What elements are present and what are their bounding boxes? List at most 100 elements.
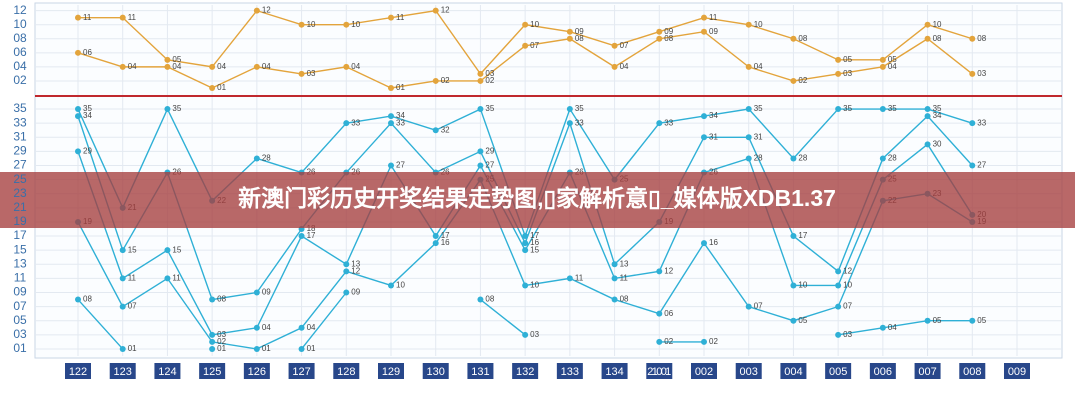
point-label: 08 [485,295,494,304]
point-label: 35 [172,104,181,113]
point [343,261,350,268]
point [969,120,976,127]
point [701,240,707,247]
point [298,345,305,352]
point-label: 03 [485,69,494,78]
point [522,331,529,338]
point-label: 09 [709,27,718,36]
point [656,28,663,35]
point-label: 10 [351,20,360,29]
point-label: 35 [485,104,494,113]
point [701,113,707,120]
point-label: 06 [83,48,92,57]
point-label: 12 [664,266,673,275]
point-label: 02 [485,76,494,85]
point [298,233,305,240]
x-label-box [914,363,941,379]
point-label: 12 [351,266,360,275]
x-label-box [467,363,494,379]
point [209,84,216,91]
y-tick-label: 33 [13,115,27,129]
point [75,106,81,113]
point-label: 08 [83,295,92,304]
y-tick-label: 25 [13,172,27,186]
y-tick-label: 06 [13,45,27,59]
point-label: 34 [83,111,92,120]
point [343,289,350,296]
point-label: 33 [664,118,673,127]
point-label: 07 [754,302,763,311]
point-label: 07 [620,41,629,50]
point [432,233,439,240]
point [343,268,350,275]
x-tick-label: 009 [1008,366,1026,378]
point [611,261,618,268]
point-label: 02 [709,337,718,346]
x-label-box [199,363,226,379]
x-label-box [422,363,449,379]
x-label-box [646,363,673,379]
point [164,247,171,254]
point [611,296,618,303]
point [253,155,260,162]
point [522,21,529,28]
point [745,134,752,141]
x-label-box [243,363,270,379]
point-label: 08 [933,34,942,43]
point-label: 13 [351,259,360,268]
x-tick-label: 006 [874,366,892,378]
x-tick-label: 21001 [647,366,671,378]
point-label: 33 [575,118,584,127]
point-label: 27 [977,161,986,170]
point-label: 31 [709,132,718,141]
point-label: 01 [307,344,316,353]
y-tick-label: 35 [13,101,27,115]
point [969,35,976,42]
point-label: 29 [83,146,92,155]
point [432,240,439,247]
x-label-box [601,363,628,379]
point-label: 10 [530,281,539,290]
x-tick-label: 122 [69,366,87,378]
point-label: 31 [754,132,763,141]
point-label: 08 [217,295,226,304]
point [164,106,171,113]
point [790,77,797,84]
point [343,63,350,70]
point [522,233,529,240]
point-label: 04 [888,62,897,71]
point [879,106,886,113]
point-label: 35 [575,104,584,113]
point-label: 10 [754,20,763,29]
x-tick-label: 130 [427,366,445,378]
point-label: 03 [217,330,226,339]
point [924,106,931,113]
point-label: 33 [977,118,986,127]
x-tick-label: 133 [561,366,579,378]
point [701,338,707,345]
point [879,56,886,63]
point-label: 17 [441,231,450,240]
y-tick-label: 02 [13,73,27,87]
point [879,324,886,331]
point [388,120,394,127]
point [164,56,171,63]
point-label: 10 [530,20,539,29]
point [388,282,394,289]
point [745,106,752,113]
point-label: 04 [262,62,271,71]
y-tick-label: 15 [13,242,27,256]
point-label: 04 [307,323,316,332]
y-tick-label: 31 [13,129,27,143]
point [343,120,350,127]
point-label: 05 [888,55,897,64]
point [119,14,126,21]
point-label: 12 [262,6,271,15]
point-label: 11 [620,273,629,282]
point-label: 30 [933,139,942,148]
x-tick-label: 123 [114,366,132,378]
point-label: 17 [530,231,539,240]
point [701,28,707,35]
y-tick-label: 12 [13,3,27,17]
